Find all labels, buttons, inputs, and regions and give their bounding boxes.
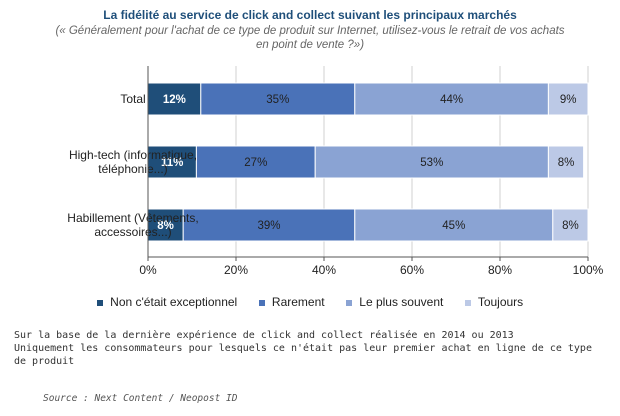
category-label-1-1: téléphonie...) [98, 162, 167, 176]
bar-plus-souvent-1 [314, 145, 549, 179]
legend-swatch-rarement [258, 299, 265, 306]
chart-notes: Sur la base de la dernière expérience de… [14, 329, 609, 368]
x-tick-label-100: 100% [573, 263, 604, 277]
stacked-bar-chart: 12% 35% 44% 9% Total 11% 27% 53% 8% High-tech (in… [67, 66, 604, 277]
bar-rarement-0 [200, 82, 356, 116]
data-label-plus-souvent-1: 53% [420, 157, 443, 169]
category-label-0-0: Total [120, 92, 145, 106]
category-label-2-0: Habillement (Vêtements, [67, 211, 198, 225]
bar-toujours-1 [547, 145, 585, 179]
data-label-toujours-0: 9% [560, 94, 577, 106]
data-label-rarement-1: 27% [244, 157, 267, 169]
data-label-exceptionnel-0: 12% [163, 94, 186, 106]
note-line-2: Uniquement les consommateurs pour lesque… [14, 343, 592, 354]
data-label-rarement-2: 39% [257, 220, 280, 232]
data-label-plus-souvent-0: 44% [440, 94, 463, 106]
data-label-rarement-0: 35% [266, 94, 289, 106]
data-label-toujours-2: 8% [562, 220, 579, 232]
category-label-1-0: High-tech (informatique, [69, 148, 197, 162]
legend-label-exceptionnel: Non c'était exceptionnel [110, 295, 238, 309]
x-tick-label-0: 0% [139, 263, 157, 277]
bar-toujours-2 [552, 208, 589, 242]
data-label-plus-souvent-2: 45% [442, 220, 465, 232]
legend-item-toujours: Toujours [464, 295, 524, 309]
x-tick-label-20: 20% [224, 263, 248, 277]
chart-legend: Non c'était exceptionnel Rarement Le plu… [0, 295, 620, 309]
bar-toujours-0 [547, 82, 589, 116]
chart-source: Source : Next Content / Neopost ID [43, 393, 238, 404]
subtitle-line-1: (« Généralement pour l'achat de ce type … [55, 25, 565, 37]
legend-label-toujours: Toujours [477, 295, 524, 309]
x-tick-label-60: 60% [400, 263, 424, 277]
bar-rarement-2 [182, 208, 356, 242]
bar-plus-souvent-0 [354, 82, 549, 116]
legend-item-plus-souvent: Le plus souvent [345, 295, 444, 309]
x-tick-label-40: 40% [312, 263, 336, 277]
note-line-3: de produit [14, 356, 75, 367]
category-label-2-1: accessoires...) [94, 225, 171, 239]
data-label-exceptionnel-2: 8% [157, 220, 174, 232]
legend-swatch-exceptionnel [96, 299, 103, 306]
legend-label-rarement: Rarement [271, 295, 325, 309]
note-line-1: Sur la base de la dernière expérience de… [14, 330, 514, 341]
legend-item-rarement: Rarement [258, 295, 325, 309]
x-tick-label-80: 80% [488, 263, 512, 277]
bar-rarement-1 [195, 145, 316, 179]
subtitle-line-2: en point de vente ?») [255, 39, 365, 51]
legend-label-plus-souvent: Le plus souvent [359, 295, 444, 309]
legend-swatch-toujours [464, 299, 471, 306]
chart-subtitle: (« Généralement pour l'achat de ce type … [0, 24, 620, 52]
chart-title: La fidélité au service de click and coll… [103, 8, 517, 22]
legend-item-exceptionnel: Non c'était exceptionnel [96, 295, 238, 309]
data-label-exceptionnel-1: 11% [161, 157, 183, 169]
legend-swatch-plus-souvent [345, 299, 352, 306]
data-label-toujours-1: 8% [558, 157, 575, 169]
